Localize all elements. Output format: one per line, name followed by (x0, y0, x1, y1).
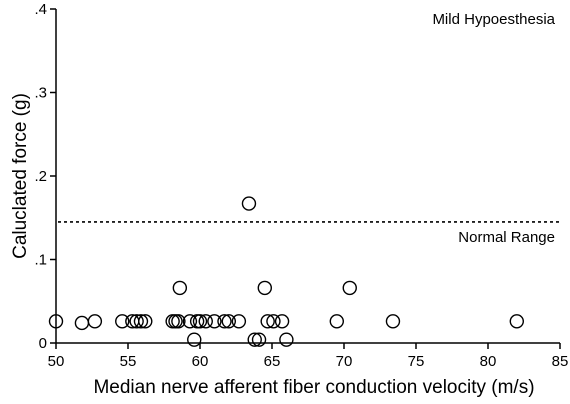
annotation-mild-hypoesthesia: Mild Hypoesthesia (432, 11, 555, 28)
x-tick-label: 55 (120, 353, 137, 370)
data-point (221, 314, 237, 329)
x-tick-label: 80 (480, 353, 497, 370)
x-tick-label: 50 (48, 353, 65, 370)
y-tick-label: .4 (34, 1, 47, 18)
x-tick-label: 70 (336, 353, 353, 370)
data-point (182, 314, 198, 329)
data-point (274, 314, 290, 329)
x-tick-label: 60 (192, 353, 209, 370)
y-tick-label: .1 (34, 252, 47, 269)
data-point (260, 314, 275, 329)
data-point (129, 314, 144, 329)
data-point (172, 280, 188, 296)
data-point (509, 314, 524, 329)
x-tick-label: 65 (264, 353, 281, 370)
data-point (133, 314, 149, 329)
data-point (74, 315, 90, 331)
data-point (279, 332, 294, 347)
y-tick-label: .3 (34, 85, 47, 102)
x-axis-title: Median nerve afferent fiber conduction v… (93, 377, 534, 398)
data-points (48, 196, 524, 347)
data-point (168, 314, 183, 329)
x-axis-ticks: 50 55 60 65 70 75 80 85 (48, 343, 569, 370)
y-tick-label: 0 (39, 335, 47, 352)
data-point (257, 280, 272, 296)
data-point (231, 314, 247, 329)
x-tick-label: 75 (408, 353, 425, 370)
data-point (187, 332, 202, 347)
annotation-normal-range: Normal Range (458, 229, 555, 246)
data-point (217, 314, 232, 329)
data-point (207, 314, 222, 329)
data-point (329, 314, 344, 329)
data-point (241, 196, 257, 211)
data-point (251, 332, 267, 347)
data-point (247, 332, 262, 347)
data-point (171, 314, 186, 329)
data-point (87, 314, 103, 329)
data-point (198, 314, 213, 329)
y-axis-ticks: 0 .1 .2 .3 .4 (34, 1, 56, 352)
data-point (115, 314, 130, 329)
data-point (385, 314, 401, 329)
data-point (192, 314, 208, 329)
axes (55, 9, 560, 344)
y-axis-title: Caluclated force (g) (10, 93, 31, 259)
data-point (342, 280, 357, 296)
data-point (266, 314, 281, 329)
x-tick-label: 85 (552, 353, 569, 370)
data-point (165, 314, 180, 329)
y-tick-label: .2 (34, 168, 47, 185)
data-point (138, 314, 153, 329)
